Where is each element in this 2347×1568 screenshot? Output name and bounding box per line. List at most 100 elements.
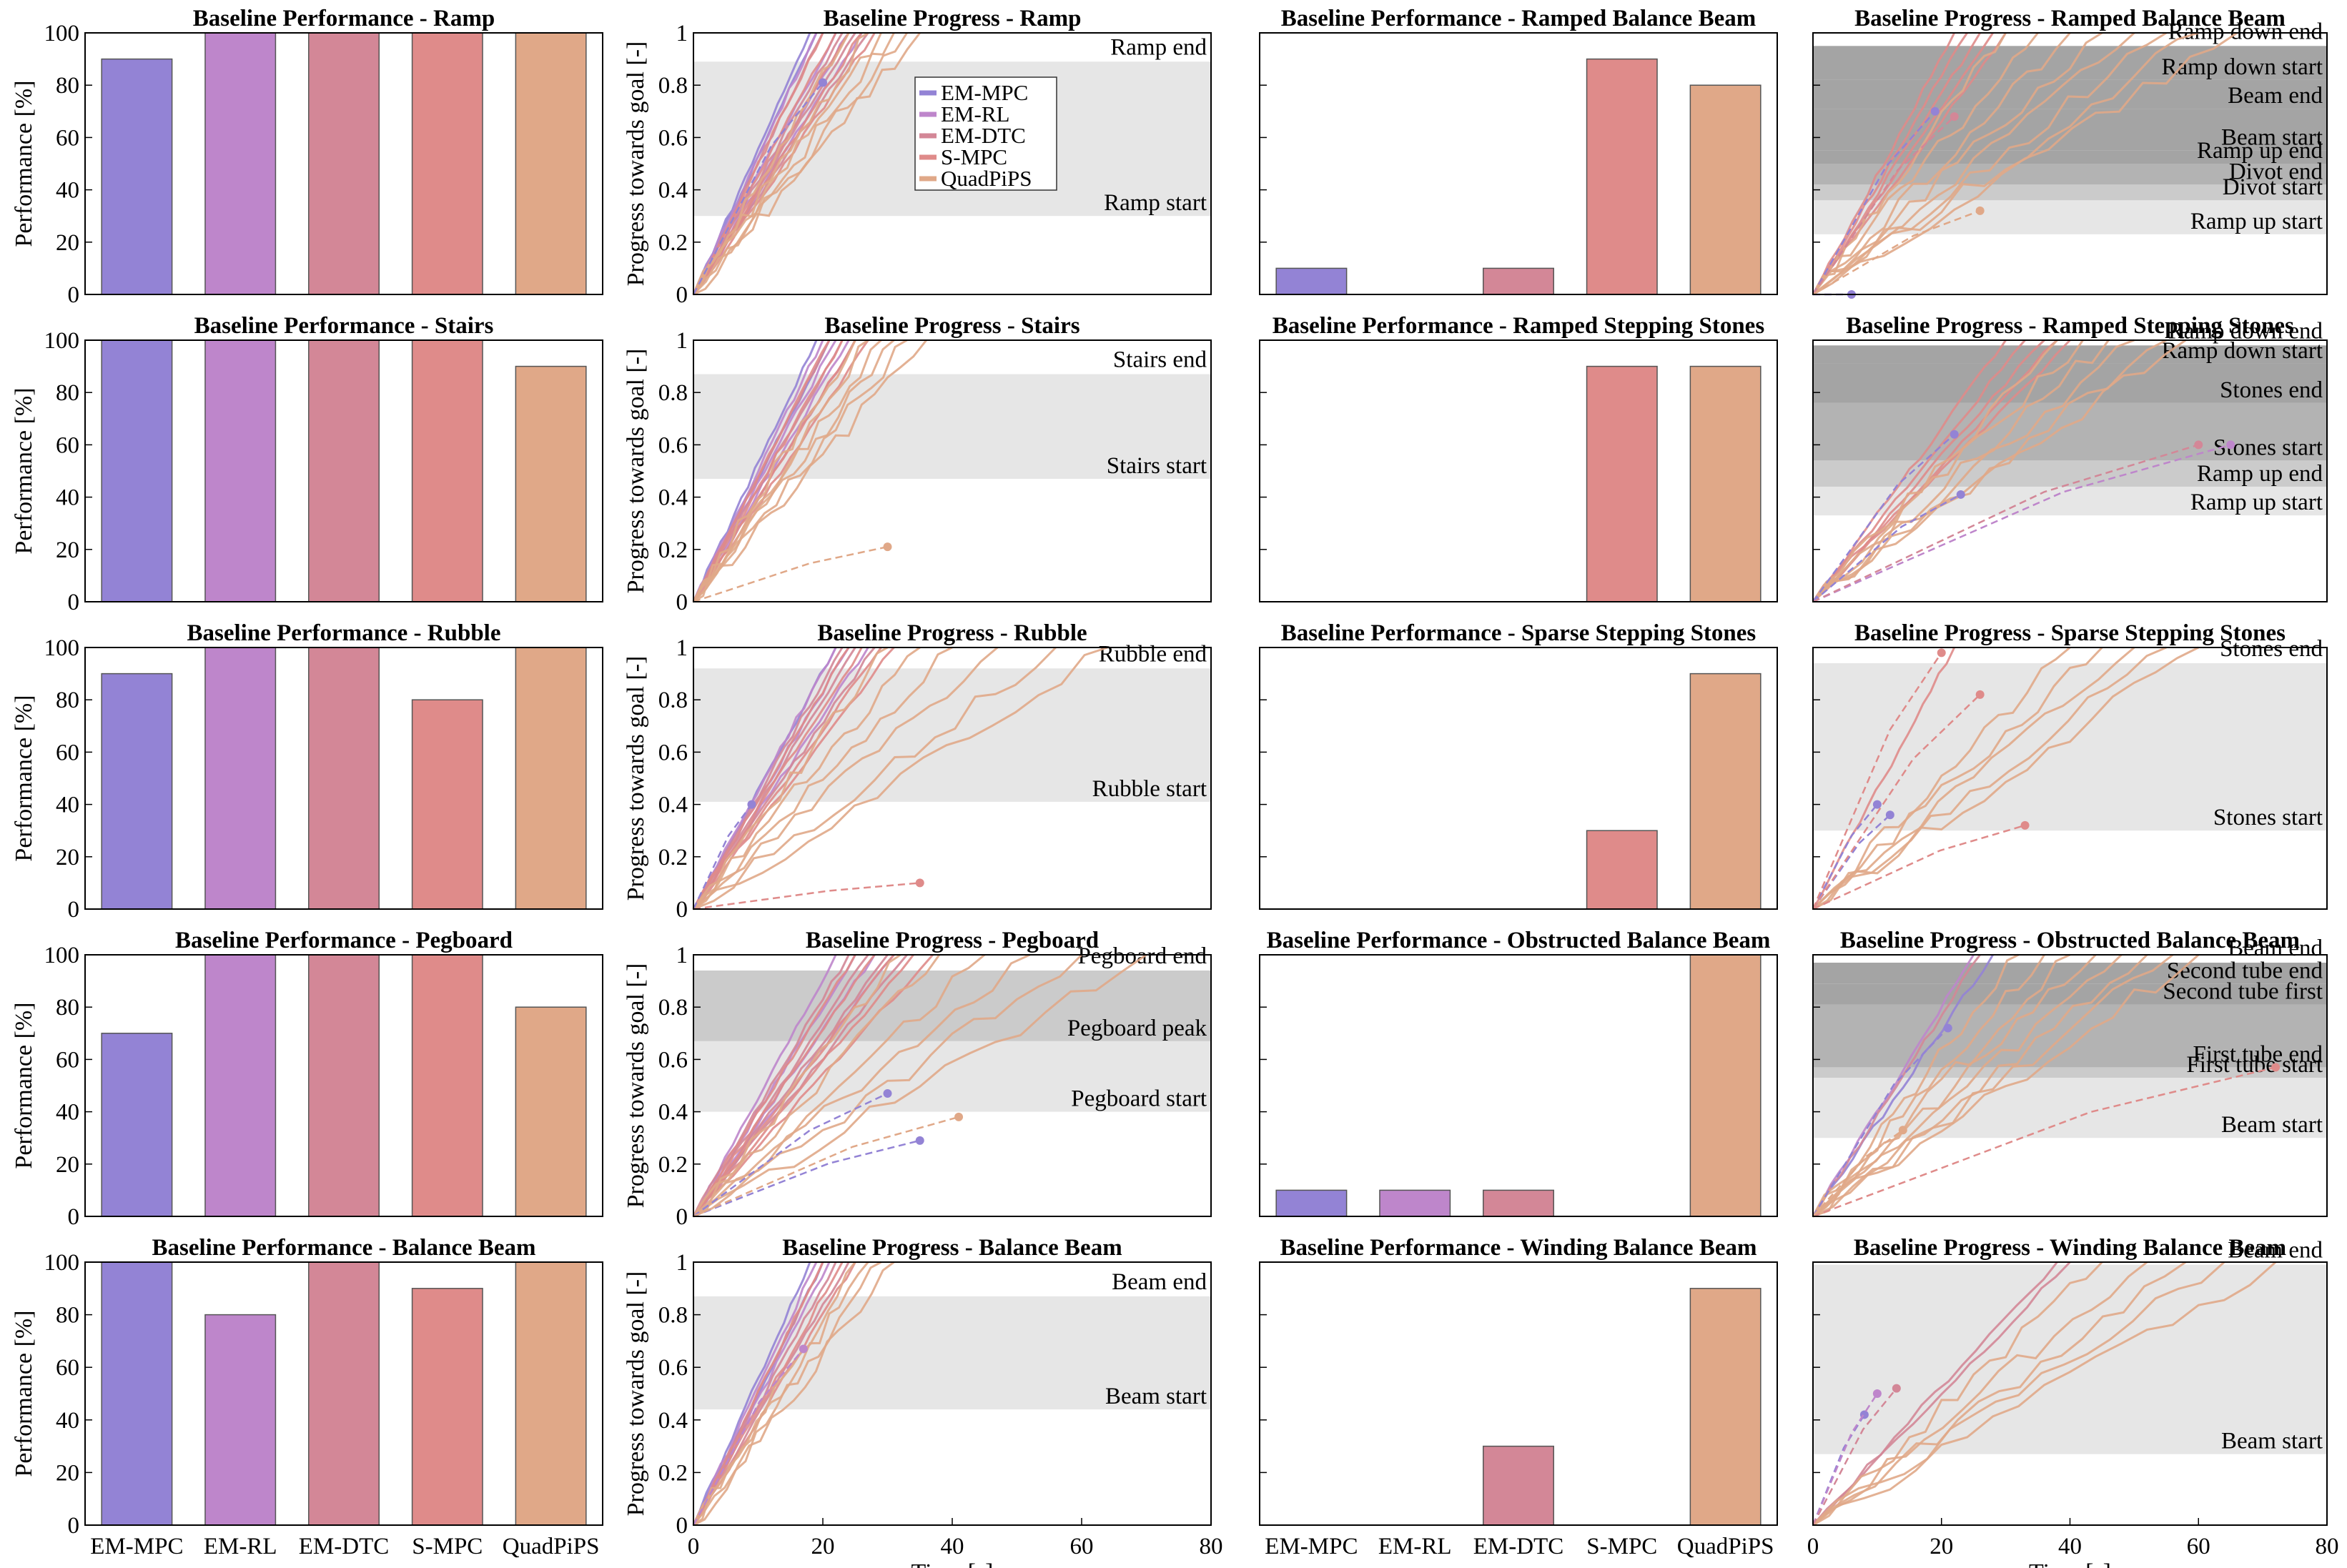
bar-quadpips bbox=[515, 1261, 587, 1526]
y-tick-label: 0.6 bbox=[658, 1047, 688, 1073]
bar-em-rl bbox=[204, 339, 277, 602]
x-tick-label: S-MPC bbox=[412, 1534, 483, 1559]
chart-prog-ramped-stepping-stones: Baseline Progress - Ramped Stepping Ston… bbox=[1812, 313, 2328, 603]
y-tick-label: 40 bbox=[56, 485, 79, 511]
y-tick-label: 80 bbox=[56, 995, 79, 1021]
bar-em-mpc bbox=[101, 58, 173, 295]
y-axis-label: Performance [%] bbox=[11, 1002, 37, 1168]
y-tick-label: 80 bbox=[56, 1303, 79, 1329]
failure-point bbox=[1898, 1126, 1907, 1135]
zone-band bbox=[1813, 164, 2327, 185]
y-tick-label: 60 bbox=[56, 125, 79, 151]
trace-quadpips bbox=[692, 339, 882, 602]
y-tick-label: 40 bbox=[56, 1408, 79, 1434]
trace-quadpips bbox=[693, 1261, 895, 1527]
failure-trace bbox=[692, 1348, 804, 1526]
y-tick-label: 20 bbox=[56, 1152, 79, 1178]
trace-s-mpc bbox=[692, 1261, 824, 1526]
legend-entry: EM-RL bbox=[941, 101, 1009, 126]
y-tick-label: 100 bbox=[44, 21, 80, 46]
failure-point bbox=[1892, 1384, 1901, 1393]
zone-label: Beam start bbox=[2221, 125, 2323, 151]
bar-em-mpc bbox=[1275, 1189, 1348, 1217]
y-tick-label: 1 bbox=[676, 1250, 688, 1276]
y-tick-label: 0 bbox=[676, 1204, 688, 1230]
y-tick-label: 60 bbox=[56, 432, 79, 458]
y-tick-label: 0 bbox=[68, 897, 80, 923]
x-tick-label: 40 bbox=[941, 1534, 964, 1559]
chart-title: Baseline Progress - Balance Beam bbox=[782, 1235, 1122, 1261]
chart-title: Baseline Progress - Rubble bbox=[817, 620, 1087, 646]
zone-label: Beam end bbox=[2228, 1238, 2323, 1264]
y-tick-label: 0.6 bbox=[658, 1355, 688, 1381]
y-tick-label: 0.8 bbox=[658, 73, 688, 99]
y-tick-label: 0 bbox=[676, 282, 688, 308]
chart-title: Baseline Performance - Ramped Balance Be… bbox=[1281, 6, 1756, 31]
trace-em-rl bbox=[692, 339, 824, 602]
zone-label: Beam end bbox=[1112, 1269, 1207, 1295]
bar-quadpips bbox=[1689, 673, 1762, 910]
y-tick-label: 0 bbox=[68, 590, 80, 615]
trace-s-mpc bbox=[692, 339, 831, 602]
failure-trace bbox=[1812, 444, 2199, 603]
failure-point bbox=[819, 78, 827, 87]
y-tick-label: 0.2 bbox=[658, 1152, 688, 1178]
trace-em-rl bbox=[692, 32, 818, 295]
y-tick-label: 60 bbox=[56, 740, 79, 765]
axes-frame bbox=[1812, 1261, 2328, 1526]
y-tick-label: 0.8 bbox=[658, 995, 688, 1021]
bar-em-dtc bbox=[308, 1261, 380, 1526]
failure-trace bbox=[1812, 693, 1981, 910]
trace-quadpips bbox=[1812, 1261, 2187, 1527]
chart-title: Baseline Progress - Ramped Balance Beam bbox=[1854, 6, 2286, 31]
x-tick-label: 20 bbox=[811, 1534, 835, 1559]
zone-label: Rubble end bbox=[1099, 641, 1207, 667]
trace-quadpips bbox=[1812, 1261, 2225, 1527]
failure-trace bbox=[693, 1092, 889, 1218]
failure-trace bbox=[1812, 824, 2025, 910]
axes-frame bbox=[1259, 1261, 1778, 1526]
x-axis-label: Time [s] bbox=[2029, 1559, 2111, 1568]
zone-band bbox=[1813, 1264, 2327, 1454]
legend-entry: EM-DTC bbox=[941, 123, 1026, 148]
trace-quadpips bbox=[1812, 339, 2058, 602]
axes-frame bbox=[84, 647, 603, 910]
trace-quadpips bbox=[692, 32, 895, 295]
axes-frame bbox=[1812, 954, 2328, 1217]
y-tick-label: 0.8 bbox=[658, 688, 688, 713]
chart-perf-obstructed-balance-beam: Baseline Performance - Obstructed Balanc… bbox=[1259, 928, 1778, 1217]
bar-s-mpc bbox=[411, 1288, 483, 1526]
x-tick-label: 20 bbox=[1930, 1534, 1953, 1559]
zone-label: Ramp up start bbox=[2190, 490, 2323, 515]
zone-band bbox=[1813, 460, 2327, 487]
failure-point bbox=[1950, 430, 1959, 439]
y-tick-label: 0 bbox=[68, 1204, 80, 1230]
failure-trace bbox=[1812, 1066, 2276, 1218]
trace-quadpips bbox=[1812, 339, 2084, 603]
x-tick-label: 80 bbox=[2316, 1534, 2339, 1559]
bar-s-mpc bbox=[1586, 830, 1658, 910]
bar-quadpips bbox=[515, 32, 587, 295]
trace-quadpips bbox=[1812, 1261, 2277, 1527]
y-tick-label: 0 bbox=[676, 590, 688, 615]
axes-frame bbox=[1812, 339, 2328, 602]
y-tick-label: 0.6 bbox=[658, 432, 688, 458]
trace-s-mpc bbox=[1812, 339, 2026, 602]
bar-em-dtc bbox=[1483, 267, 1554, 295]
zone-label: Beam start bbox=[2221, 1112, 2323, 1138]
failure-point bbox=[2226, 440, 2235, 450]
failure-point bbox=[1930, 106, 1940, 116]
failure-point bbox=[1872, 1389, 1882, 1398]
trace-quadpips bbox=[1812, 31, 2103, 295]
trace-quadpips bbox=[1812, 953, 2174, 1218]
chart-title: Baseline Performance - Winding Balance B… bbox=[1280, 1235, 1757, 1261]
failure-trace bbox=[693, 545, 888, 603]
axes-frame bbox=[1259, 954, 1778, 1217]
y-tick-label: 0.4 bbox=[658, 1100, 688, 1126]
x-tick-label: EM-MPC bbox=[1265, 1534, 1358, 1559]
chart-perf-ramped-stepping-stones: Baseline Performance - Ramped Stepping S… bbox=[1259, 313, 1778, 602]
y-tick-label: 0.2 bbox=[658, 1460, 688, 1486]
bar-em-rl bbox=[204, 1314, 277, 1526]
